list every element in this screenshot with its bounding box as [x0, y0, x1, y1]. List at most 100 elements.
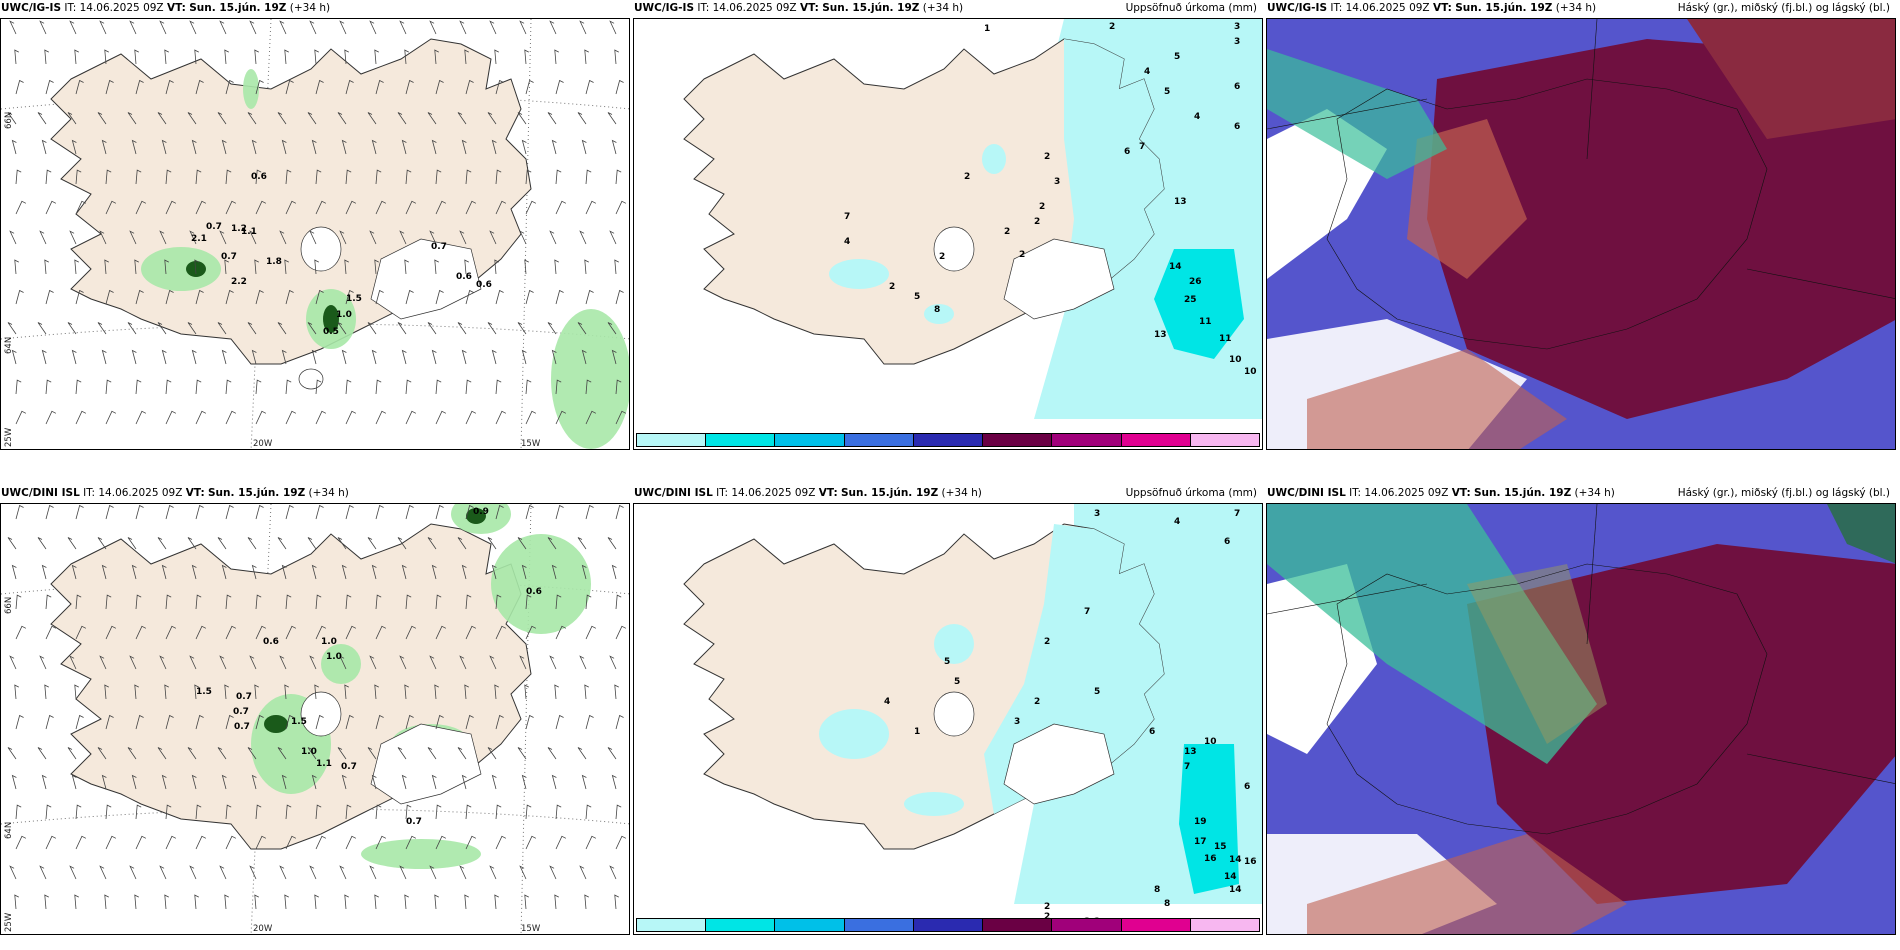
wind-value-label: 0.6 [456, 272, 472, 282]
wind-barb [307, 747, 317, 760]
wind-barb [157, 322, 167, 335]
wind-barb [225, 714, 234, 730]
wind-barb [15, 289, 24, 305]
wind-barb [134, 684, 139, 700]
it-label: IT: [1349, 487, 1362, 499]
wind-barb [314, 49, 319, 65]
precip-colorbar [636, 433, 1260, 447]
wind-barb [315, 804, 322, 820]
precip-value-label: 3 [1234, 37, 1240, 47]
wind-barb [74, 259, 79, 275]
wind-barb [367, 322, 377, 335]
wind-barb [104, 894, 109, 910]
wind-barb [255, 79, 264, 95]
wind-map[interactable]: 0.9 0.6 0.6 1.0 1.0 1.5 0.7 0.7 0.7 1.5 1.0 1.1 0.7 0… [0, 503, 630, 935]
wind-barb [521, 774, 527, 790]
wind-barb [254, 259, 259, 275]
wind-barb [435, 200, 447, 215]
wind-barb [577, 322, 587, 335]
precip-value-label: 4 [844, 237, 850, 247]
vt-value: Sun. 15.jún. 19Z [1474, 487, 1572, 499]
wind-barb [555, 410, 567, 425]
wind-barb [401, 349, 407, 365]
cloud-map[interactable] [1266, 18, 1896, 450]
wind-barb [375, 835, 387, 850]
precip-map[interactable]: 3476255674523221131076191715161414161498… [633, 503, 1263, 935]
wind-barb [165, 625, 177, 640]
precip-value-label: 2 [1034, 697, 1040, 707]
precip-value-label: 10 [1229, 355, 1242, 365]
wind-barb [285, 79, 294, 95]
wind-barb [431, 349, 437, 365]
wind-barb [45, 289, 54, 305]
cloud-map[interactable] [1266, 503, 1896, 935]
precip-value-label: 6 [1124, 147, 1130, 157]
precip-value-label: 5 [1174, 52, 1180, 62]
wind-barb [607, 112, 617, 125]
precip-value-label: 3 [1014, 717, 1020, 727]
wind-barb [129, 20, 137, 35]
wind-value-label: 2.1 [191, 234, 207, 244]
wind-barb [45, 714, 54, 730]
lat-label-64: 64N [4, 336, 14, 354]
wind-barb [585, 504, 594, 520]
precip-value-label: 7 [1234, 509, 1240, 519]
wind-barb [75, 835, 87, 850]
wind-barb [224, 684, 229, 700]
wind-barb [369, 655, 377, 670]
wind-barb [375, 410, 387, 425]
panel-precip-row1: UWC/IG-IS IT: 14.06.2025 09Z VT: Sun. 15… [633, 0, 1263, 450]
wind-barb [105, 504, 114, 520]
wind-barb [614, 259, 619, 275]
colorbar-cell [637, 919, 707, 931]
wind-barb [491, 139, 497, 155]
wind-barb [75, 714, 84, 730]
wind-barb [255, 504, 264, 520]
precip-value-label: 26 [1189, 277, 1202, 287]
wind-barb [461, 349, 467, 365]
wind-barb [135, 504, 144, 520]
wind-barb [135, 835, 147, 850]
wind-barb [345, 804, 352, 820]
wind-barb [15, 835, 27, 850]
precip-value-label: 1 [914, 727, 920, 737]
wind-barb [285, 504, 294, 520]
wind-value-label: 1.2 [231, 224, 247, 234]
wind-barb [405, 714, 414, 730]
wind-barb [611, 139, 617, 155]
wind-barb [7, 747, 17, 760]
wind-barb [525, 200, 537, 215]
wind-map[interactable]: 0.6 0.7 1.2 1.1 2.1 0.7 1.8 2.2 0.7 0.6 0.6 1.5 1.0 0… [0, 18, 630, 450]
wind-barb [285, 804, 292, 820]
wind-barb [134, 894, 139, 910]
wind-barb [225, 200, 237, 215]
wind-barb [345, 835, 357, 850]
wind-barb [465, 625, 477, 640]
wind-barb [135, 200, 147, 215]
wind-barb [517, 112, 527, 125]
wind-barb [217, 112, 227, 125]
wind-barb [457, 537, 467, 550]
precip-value-label: 7 [1184, 762, 1190, 772]
wind-barb [15, 625, 27, 640]
wind-barb [345, 379, 352, 395]
lon-label-20: 20W [253, 924, 273, 934]
lon-label-15: 15W [521, 439, 541, 449]
wind-barb [609, 20, 617, 35]
precip-value-label: 14 [1229, 855, 1242, 865]
wind-barb [37, 747, 47, 760]
wind-barb [615, 289, 624, 305]
wind-barb [311, 564, 317, 580]
wind-barb [165, 79, 174, 95]
cloud-high-layer [1267, 49, 1447, 179]
wind-barb [279, 865, 287, 880]
wind-barb [584, 49, 589, 65]
wind-barb [435, 804, 442, 820]
wind-barb [579, 655, 587, 670]
precip-value-label: 2 [1044, 902, 1050, 912]
precip-map[interactable]: 1 2 3 3 5 4 5 6 4 6 7 6 2 2 3 2 2 7 4 13 2 2 2 14 26 25 13 11 11 10 10… [633, 18, 1263, 450]
wind-barb [465, 504, 474, 520]
wind-barb [285, 594, 292, 610]
wind-barb [579, 865, 587, 880]
wind-barb [165, 714, 174, 730]
